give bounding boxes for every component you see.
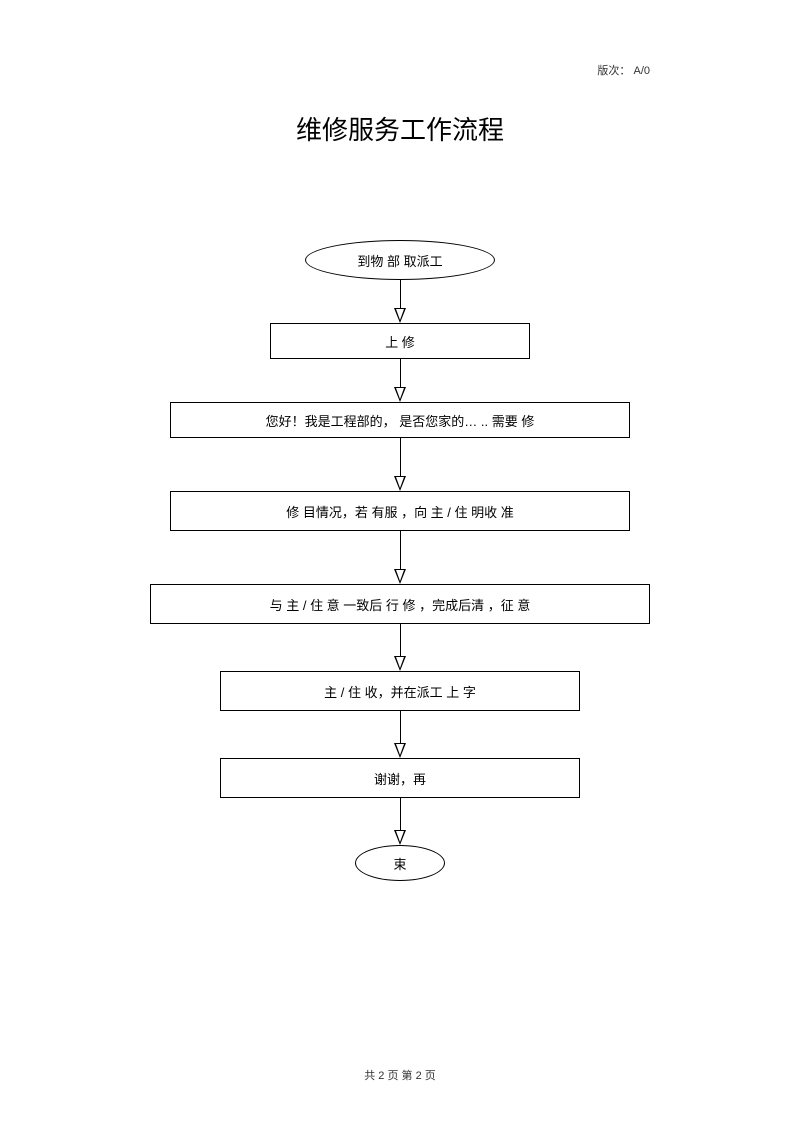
arrow-head-icon bbox=[394, 476, 406, 491]
node-label: 修 目情况，若 有服 ，向 主 / 住 明收 准 bbox=[286, 502, 514, 521]
flow-node-step5: 主 / 住 收，并在派工 上 字 bbox=[220, 671, 580, 711]
flowchart-container: 到物 部 取派工 上 修 您好！我是工程部的， 是否您家的… .. 需要 修 修… bbox=[0, 240, 800, 881]
flow-node-start: 到物 部 取派工 bbox=[305, 240, 495, 280]
arrow-line bbox=[400, 798, 401, 830]
arrow-head-icon bbox=[394, 387, 406, 402]
flow-node-step6: 谢谢，再 bbox=[220, 758, 580, 798]
version-label: 版次： A/0 bbox=[597, 62, 650, 78]
flow-node-step4: 与 主 / 住 意 一致后 行 修 ，完成后清 ，征 意 bbox=[150, 584, 650, 624]
node-label: 上 修 bbox=[385, 332, 415, 351]
flow-node-step2: 您好！我是工程部的， 是否您家的… .. 需要 修 bbox=[170, 402, 630, 438]
flow-arrow bbox=[0, 798, 800, 845]
arrow-head-icon bbox=[394, 743, 406, 758]
node-label: 主 / 住 收，并在派工 上 字 bbox=[324, 682, 476, 701]
arrow-head-icon bbox=[394, 308, 406, 323]
node-label: 到物 部 取派工 bbox=[357, 251, 442, 270]
node-label: 与 主 / 住 意 一致后 行 修 ，完成后清 ，征 意 bbox=[270, 595, 531, 614]
flow-node-end: 束 bbox=[355, 845, 445, 881]
node-label: 谢谢，再 bbox=[374, 769, 426, 788]
flow-node-step1: 上 修 bbox=[270, 323, 530, 359]
node-label: 您好！我是工程部的， 是否您家的… .. 需要 修 bbox=[266, 411, 535, 430]
arrow-head-icon bbox=[394, 830, 406, 845]
page-title: 维修服务工作流程 bbox=[0, 110, 800, 147]
arrow-line bbox=[400, 438, 401, 476]
flow-arrow bbox=[0, 438, 800, 491]
flow-arrow bbox=[0, 359, 800, 402]
flow-arrow bbox=[0, 531, 800, 584]
arrow-head-icon bbox=[394, 656, 406, 671]
arrow-line bbox=[400, 280, 401, 308]
arrow-line bbox=[400, 624, 401, 656]
page-footer: 共 2 页 第 2 页 bbox=[0, 1067, 800, 1083]
version-value: A/0 bbox=[633, 65, 650, 77]
version-prefix: 版次： bbox=[597, 65, 630, 77]
node-label: 束 bbox=[393, 854, 406, 873]
flow-arrow bbox=[0, 711, 800, 758]
arrow-line bbox=[400, 359, 401, 387]
arrow-line bbox=[400, 711, 401, 743]
flow-node-step3: 修 目情况，若 有服 ，向 主 / 住 明收 准 bbox=[170, 491, 630, 531]
flow-arrow bbox=[0, 280, 800, 323]
arrow-line bbox=[400, 531, 401, 569]
arrow-head-icon bbox=[394, 569, 406, 584]
flow-arrow bbox=[0, 624, 800, 671]
